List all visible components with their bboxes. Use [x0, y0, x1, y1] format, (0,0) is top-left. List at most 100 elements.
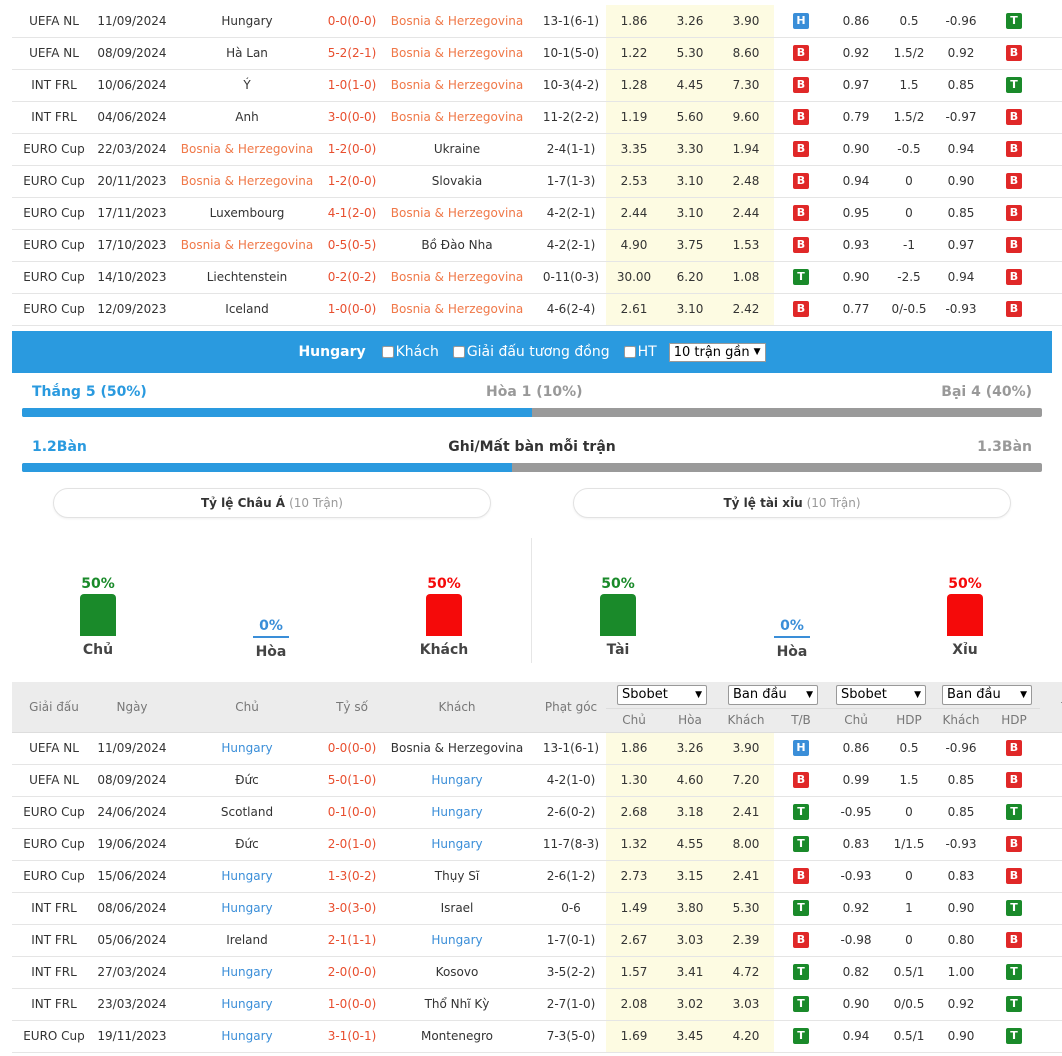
- league-cell[interactable]: UEFA NL: [12, 732, 96, 765]
- home-team-cell[interactable]: Iceland: [168, 293, 326, 326]
- league-cell[interactable]: EURO Cup: [12, 197, 96, 230]
- odds-draw-cell: 3.80: [662, 892, 718, 925]
- league-cell[interactable]: INT FRL: [12, 924, 96, 957]
- home-team-cell[interactable]: Bosnia & Herzegovina: [168, 133, 326, 166]
- ht-checkbox[interactable]: HT: [623, 344, 657, 360]
- league-cell[interactable]: UEFA NL: [12, 764, 96, 797]
- league-cell[interactable]: INT FRL: [12, 892, 96, 925]
- league-cell[interactable]: INT FRL: [12, 956, 96, 989]
- top-table-body: UEFA NL 11/09/2024 Hungary 0-0(0-0) Bosnia &…: [12, 5, 1062, 326]
- hdp-result-badge: B: [1006, 269, 1022, 285]
- score-cell[interactable]: 3-1(0-1): [326, 1020, 378, 1053]
- home-team-cell[interactable]: Hungary: [168, 892, 326, 925]
- away-team-cell[interactable]: Bosnia & Herzegovina: [378, 101, 536, 134]
- away-team-cell[interactable]: Kosovo: [378, 956, 536, 989]
- league-cell[interactable]: EURO Cup: [12, 860, 96, 893]
- home-team-cell[interactable]: Anh: [168, 101, 326, 134]
- away-team-cell[interactable]: Hungary: [378, 764, 536, 797]
- away-team-cell[interactable]: Hungary: [378, 828, 536, 861]
- away-team-cell[interactable]: Bồ Đào Nha: [378, 229, 536, 262]
- home-team-cell[interactable]: Bosnia & Herzegovina: [168, 229, 326, 262]
- score-cell[interactable]: 2-0(0-0): [326, 956, 378, 989]
- home-team-cell[interactable]: Hungary: [168, 1020, 326, 1053]
- away-team-cell[interactable]: Bosnia & Herzegovina: [378, 197, 536, 230]
- score-cell[interactable]: 1-0(1-0): [326, 69, 378, 102]
- score-cell[interactable]: 2-1(1-1): [326, 924, 378, 957]
- away-team-cell[interactable]: Israel: [378, 892, 536, 925]
- odds-away-cell: 2.42: [718, 293, 774, 326]
- score-cell[interactable]: 5-2(2-1): [326, 37, 378, 70]
- away-team-cell[interactable]: Thụy Sĩ: [378, 860, 536, 893]
- away-team-cell[interactable]: Bosnia & Herzegovina: [378, 732, 536, 765]
- league-cell[interactable]: EURO Cup: [12, 261, 96, 294]
- score-cell[interactable]: 0-0(0-0): [326, 5, 378, 38]
- score-cell[interactable]: 3-0(0-0): [326, 101, 378, 134]
- away-team-cell[interactable]: Montenegro: [378, 1020, 536, 1053]
- home-team-cell[interactable]: Hungary: [168, 988, 326, 1021]
- away-team-cell[interactable]: Bosnia & Herzegovina: [378, 69, 536, 102]
- score-cell[interactable]: 2-0(1-0): [326, 828, 378, 861]
- league-cell[interactable]: EURO Cup: [12, 229, 96, 262]
- league-cell[interactable]: EURO Cup: [12, 165, 96, 198]
- league-cell[interactable]: EURO Cup: [12, 828, 96, 861]
- home-team-cell[interactable]: Hungary: [168, 732, 326, 765]
- score-cell[interactable]: 1-2(0-0): [326, 133, 378, 166]
- home-team-cell[interactable]: Hungary: [168, 956, 326, 989]
- ht-checkbox-box[interactable]: [623, 346, 636, 358]
- home-team-cell[interactable]: Đức: [168, 828, 326, 861]
- league-cell[interactable]: EURO Cup: [12, 796, 96, 829]
- corners-cell: 7-3(5-0): [536, 1020, 606, 1053]
- score-cell[interactable]: 1-2(0-0): [326, 165, 378, 198]
- score-cell[interactable]: 0-1(0-0): [326, 796, 378, 829]
- score-cell[interactable]: 0-0(0-0): [326, 732, 378, 765]
- away-team-cell[interactable]: Slovakia: [378, 165, 536, 198]
- score-cell[interactable]: 0-5(0-5): [326, 229, 378, 262]
- away-team-cell[interactable]: Bosnia & Herzegovina: [378, 261, 536, 294]
- odds-home-cell: 30.00: [606, 261, 662, 294]
- hdp-type-select[interactable]: Ban đầu ▼: [942, 684, 1032, 705]
- corners-cell: 11-7(8-3): [536, 828, 606, 861]
- away-team-cell[interactable]: Bosnia & Herzegovina: [378, 37, 536, 70]
- same-league-checkbox-box[interactable]: [452, 346, 465, 358]
- away-team-cell[interactable]: Bosnia & Herzegovina: [378, 5, 536, 38]
- score-cell[interactable]: 1-0(0-0): [326, 293, 378, 326]
- same-league-checkbox[interactable]: Giải đấu tương đồng: [452, 344, 610, 360]
- league-cell[interactable]: EURO Cup: [12, 133, 96, 166]
- away-checkbox-box[interactable]: [381, 346, 394, 358]
- home-team-cell[interactable]: Ireland: [168, 924, 326, 957]
- odds-type-select[interactable]: Ban đầu ▼: [728, 684, 818, 705]
- league-cell[interactable]: INT FRL: [12, 101, 96, 134]
- home-team-cell[interactable]: Hungary: [168, 5, 326, 38]
- home-team-cell[interactable]: Hà Lan: [168, 37, 326, 70]
- away-team-cell[interactable]: Bosnia & Herzegovina: [378, 293, 536, 326]
- away-team-cell[interactable]: Thổ Nhĩ Kỳ: [378, 988, 536, 1021]
- score-cell[interactable]: 4-1(2-0): [326, 197, 378, 230]
- corners-cell: 2-6(1-2): [536, 860, 606, 893]
- odds-provider-select[interactable]: Sbobet ▼: [617, 684, 707, 705]
- league-cell[interactable]: UEFA NL: [12, 5, 96, 38]
- away-team-cell[interactable]: Hungary: [378, 796, 536, 829]
- league-cell[interactable]: UEFA NL: [12, 37, 96, 70]
- league-cell[interactable]: INT FRL: [12, 988, 96, 1021]
- away-team-cell[interactable]: Ukraine: [378, 133, 536, 166]
- match-count-select[interactable]: 10 trận gần ▼: [668, 342, 766, 362]
- away-checkbox[interactable]: Khách: [381, 344, 439, 360]
- home-team-cell[interactable]: Ý: [168, 69, 326, 102]
- score-cell[interactable]: 1-3(0-2): [326, 860, 378, 893]
- league-cell[interactable]: EURO Cup: [12, 293, 96, 326]
- hdp-provider-select[interactable]: Sbobet ▼: [836, 684, 926, 705]
- home-team-cell[interactable]: Hungary: [168, 860, 326, 893]
- home-team-cell[interactable]: Scotland: [168, 796, 326, 829]
- home-team-cell[interactable]: Liechtenstein: [168, 261, 326, 294]
- home-team-cell[interactable]: Luxembourg: [168, 197, 326, 230]
- league-cell[interactable]: EURO Cup: [12, 1020, 96, 1053]
- score-cell[interactable]: 1-0(0-0): [326, 988, 378, 1021]
- table-row: UEFA NL 08/09/2024 Đức 5-0(1-0) Hungary 4-2(1…: [12, 764, 1062, 797]
- away-team-cell[interactable]: Hungary: [378, 924, 536, 957]
- score-cell[interactable]: 3-0(3-0): [326, 892, 378, 925]
- score-cell[interactable]: 5-0(1-0): [326, 764, 378, 797]
- home-team-cell[interactable]: Bosnia & Herzegovina: [168, 165, 326, 198]
- score-cell[interactable]: 0-2(0-2): [326, 261, 378, 294]
- league-cell[interactable]: INT FRL: [12, 69, 96, 102]
- home-team-cell[interactable]: Đức: [168, 764, 326, 797]
